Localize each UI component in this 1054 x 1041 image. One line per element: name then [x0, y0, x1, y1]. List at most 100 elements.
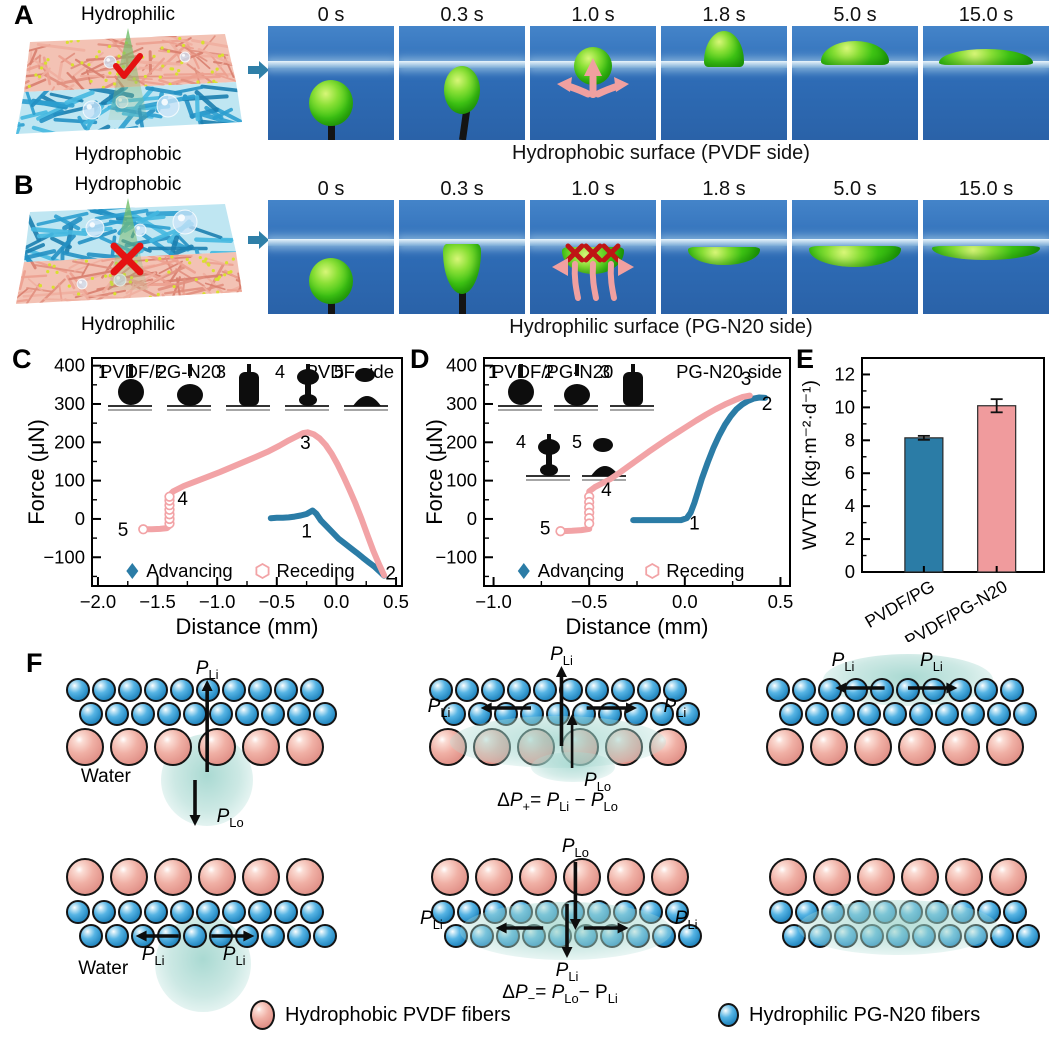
droplet-photo	[530, 26, 656, 140]
droplet-photo	[268, 200, 394, 314]
svg-text:PG-N20 side: PG-N20 side	[676, 361, 782, 382]
svg-text:Advancing: Advancing	[146, 560, 232, 581]
panel-b-caption: Hydrophilic surface (PG-N20 side)	[268, 316, 1054, 339]
f-diagram-penetration-pressure: PLi PLi PLi PLo ΔP+= PLi − PLo	[425, 678, 690, 848]
panel-b-schematic: Hydrophobic Hydrophilic	[0, 170, 252, 338]
blue-sphere-icon	[1003, 900, 1027, 924]
droplet-photo	[399, 26, 525, 140]
water-droplet	[309, 80, 353, 126]
water-droplet	[932, 246, 1040, 260]
svg-text:0: 0	[467, 508, 477, 529]
svg-text:400: 400	[54, 355, 85, 376]
svg-text:Force (μN): Force (μN)	[424, 419, 447, 525]
svg-text:Distance (mm): Distance (mm)	[175, 614, 318, 639]
time-label: 1.0 s	[530, 178, 656, 200]
photo-frame-cell: 1.0 s	[530, 178, 656, 314]
svg-text:12: 12	[834, 363, 855, 384]
time-label: 0 s	[268, 4, 394, 26]
membrane-line	[661, 239, 787, 246]
svg-text:Receding: Receding	[666, 560, 744, 581]
time-label: 5.0 s	[792, 4, 918, 26]
droplet-photo	[792, 200, 918, 314]
droplet-photo	[661, 200, 787, 314]
pink-sphere-icon	[901, 858, 939, 896]
droplet-photo	[792, 26, 918, 140]
panel-a-schematic: HydrophilicHydrophobic	[0, 0, 252, 168]
pressure-arrows-icon	[425, 678, 690, 848]
svg-text:200: 200	[54, 431, 85, 452]
svg-text:300: 300	[54, 393, 85, 414]
svg-text:5: 5	[540, 518, 551, 539]
svg-text:−1.0: −1.0	[475, 591, 512, 612]
photo-frame-cell: 0 s	[268, 4, 394, 140]
time-label: 1.8 s	[661, 178, 787, 200]
dispensing-needle	[459, 110, 470, 140]
svg-text:−100: −100	[43, 546, 85, 567]
svg-text:5: 5	[334, 362, 344, 382]
photo-frame-cell: 0.3 s	[399, 4, 525, 140]
time-label: 1.8 s	[661, 4, 787, 26]
photo-frame-cell: 1.8 s	[661, 178, 787, 314]
svg-text:5: 5	[572, 432, 582, 452]
svg-text:1: 1	[98, 362, 108, 382]
svg-text:1: 1	[488, 362, 498, 382]
svg-text:−2.0: −2.0	[80, 591, 117, 612]
svg-text:Hydrophilic: Hydrophilic	[81, 314, 175, 335]
pressure-equation: ΔP+= PLi − PLo	[497, 790, 618, 814]
pressure-label: PLi	[420, 908, 443, 932]
time-label: 0 s	[268, 178, 394, 200]
pressure-label: PLo	[562, 836, 589, 860]
svg-text:0.0: 0.0	[672, 591, 698, 612]
photo-frame-cell: 0.3 s	[399, 178, 525, 314]
pressure-arrows-icon	[60, 678, 330, 848]
membrane-line	[923, 239, 1049, 246]
pink-sphere-icon	[769, 858, 807, 896]
svg-text:4: 4	[177, 489, 188, 510]
chart-force-pgn20-side: −1.0 −0.5 0.0 0.5 −100 0 100 200 300 400 Distance …	[424, 350, 800, 642]
water-droplet	[688, 247, 760, 265]
panel-b-right-arrow-icon	[248, 230, 270, 255]
water-label: Water	[78, 958, 128, 980]
svg-text:Receding: Receding	[277, 560, 355, 581]
water-droplet	[309, 258, 353, 304]
time-label: 1.0 s	[530, 4, 656, 26]
droplet-photo	[399, 200, 525, 314]
pressure-equation: ΔP−= PLo− PLi	[502, 982, 617, 1006]
pink-sphere-icon	[813, 858, 851, 896]
water-droplet	[821, 41, 889, 65]
chart-svg-D: −1.0 −0.5 0.0 0.5 −100 0 100 200 300 400 Distance …	[424, 350, 800, 642]
pressure-arrows-icon	[60, 858, 330, 1028]
droplet-photo	[268, 26, 394, 140]
svg-text:5: 5	[118, 520, 129, 541]
svg-text:−0.5: −0.5	[571, 591, 608, 612]
pressure-label: PLi	[196, 658, 219, 682]
chart-svg-E: 024681012WVTR (kg·m⁻²·d⁻¹)PVDF/PGPVDF/PG…	[800, 350, 1052, 642]
water-droplet	[809, 246, 901, 267]
f-diagram-droplet-under-hydrophilic: PLi PLo Water	[60, 678, 330, 848]
droplet-photo	[661, 26, 787, 140]
pressure-label: PLi	[920, 650, 943, 674]
svg-text:300: 300	[446, 393, 477, 414]
svg-text:2: 2	[544, 362, 554, 382]
time-label: 0.3 s	[399, 4, 525, 26]
svg-text:−0.5: −0.5	[259, 591, 296, 612]
svg-text:Force (μN): Force (μN)	[26, 419, 49, 525]
svg-text:Hydrophobic: Hydrophobic	[75, 174, 182, 195]
pressure-label: PLi	[142, 944, 165, 968]
pressure-label: PLi	[223, 944, 246, 968]
pressure-label: PLi	[428, 696, 451, 720]
svg-text:3: 3	[216, 362, 226, 382]
svg-text:Hydrophobic: Hydrophobic	[75, 144, 182, 165]
svg-text:Distance (mm): Distance (mm)	[565, 614, 708, 639]
panel-a-caption: Hydrophobic surface (PVDF side)	[268, 142, 1054, 165]
pressure-label: PLi	[556, 960, 579, 984]
photo-frame-cell: 1.8 s	[661, 4, 787, 140]
panel-a-right-arrow-icon	[248, 60, 270, 85]
droplet-photo	[530, 200, 656, 314]
svg-text:−100: −100	[435, 546, 477, 567]
blue-sphere-icon	[718, 1003, 739, 1027]
pink-sphere-icon	[989, 858, 1027, 896]
membrane-line	[268, 61, 394, 68]
svg-text:3: 3	[741, 369, 752, 390]
figure-root: A Hydrophilic Hydrophobic 0 s 0.3 s 1.0 s 1.…	[0, 0, 1054, 1041]
